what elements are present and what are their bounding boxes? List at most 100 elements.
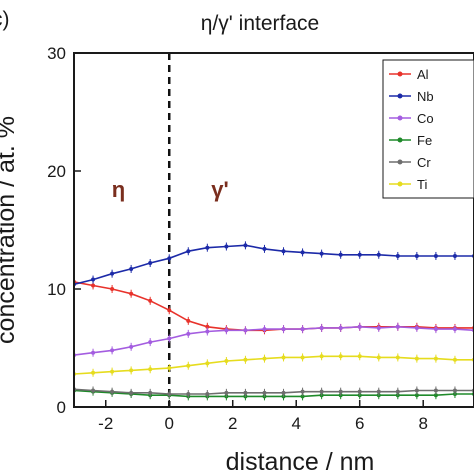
legend-marker bbox=[397, 93, 403, 99]
x-tick-label: 6 bbox=[355, 414, 364, 433]
data-point bbox=[129, 266, 134, 271]
data-point bbox=[167, 392, 172, 397]
legend-label: Cr bbox=[417, 155, 431, 170]
data-point bbox=[167, 308, 172, 313]
data-point bbox=[414, 325, 419, 330]
legend-marker bbox=[397, 181, 403, 187]
data-point bbox=[338, 252, 343, 257]
data-point bbox=[186, 331, 191, 336]
legend-box bbox=[382, 59, 474, 199]
data-point bbox=[338, 325, 343, 330]
series-al bbox=[74, 277, 474, 335]
region-label: γ' bbox=[211, 177, 228, 202]
data-point bbox=[395, 389, 400, 394]
series-cr bbox=[74, 385, 474, 399]
legend-marker bbox=[397, 137, 403, 143]
legend-label: Co bbox=[417, 111, 434, 126]
data-point bbox=[262, 390, 267, 395]
data-point bbox=[319, 389, 324, 394]
legend-label: Al bbox=[417, 67, 429, 82]
series-line bbox=[74, 355, 474, 375]
x-tick-label: 8 bbox=[418, 414, 427, 433]
data-point bbox=[91, 283, 96, 288]
data-point bbox=[300, 355, 305, 360]
data-point bbox=[357, 324, 362, 329]
data-point bbox=[452, 357, 457, 362]
x-tick-label: -2 bbox=[98, 414, 113, 433]
data-point bbox=[281, 390, 286, 395]
data-point bbox=[91, 370, 96, 375]
data-point bbox=[319, 354, 324, 359]
data-point bbox=[300, 327, 305, 332]
data-point bbox=[262, 356, 267, 361]
data-point bbox=[129, 390, 134, 395]
data-point bbox=[452, 327, 457, 332]
data-point bbox=[243, 328, 248, 333]
data-point bbox=[243, 390, 248, 395]
data-point bbox=[91, 388, 96, 393]
data-point bbox=[243, 243, 248, 248]
data-point bbox=[395, 324, 400, 329]
data-point bbox=[452, 388, 457, 393]
legend-marker bbox=[397, 115, 403, 121]
y-tick-label: 30 bbox=[47, 44, 66, 63]
data-point bbox=[376, 355, 381, 360]
data-point bbox=[110, 271, 115, 276]
data-point bbox=[300, 250, 305, 255]
panel-label: c) bbox=[0, 8, 10, 31]
data-point bbox=[110, 369, 115, 374]
data-point bbox=[376, 325, 381, 330]
data-point bbox=[433, 253, 438, 258]
series-ti bbox=[74, 352, 474, 378]
data-point bbox=[186, 249, 191, 254]
data-point bbox=[186, 392, 191, 397]
legend-marker bbox=[397, 159, 403, 165]
data-point bbox=[224, 244, 229, 249]
data-point bbox=[376, 389, 381, 394]
data-point bbox=[262, 327, 267, 332]
data-point bbox=[224, 328, 229, 333]
data-point bbox=[376, 252, 381, 257]
data-point bbox=[110, 287, 115, 291]
data-point bbox=[319, 251, 324, 256]
data-point bbox=[186, 318, 191, 323]
data-point bbox=[91, 350, 96, 355]
x-tick-label: 2 bbox=[228, 414, 237, 433]
series-line bbox=[74, 389, 474, 398]
data-point bbox=[338, 389, 343, 394]
data-point bbox=[338, 354, 343, 359]
data-point bbox=[167, 256, 172, 261]
y-tick-label: 20 bbox=[47, 162, 66, 181]
chart-title: η/γ' interface bbox=[201, 12, 319, 35]
data-point bbox=[414, 393, 419, 398]
legend-label: Ti bbox=[417, 177, 427, 192]
series-co bbox=[74, 322, 474, 360]
data-point bbox=[433, 388, 438, 393]
data-point bbox=[243, 357, 248, 362]
series-nb bbox=[74, 241, 474, 289]
data-point bbox=[148, 367, 153, 372]
data-point bbox=[433, 356, 438, 361]
y-tick-label: 0 bbox=[57, 398, 66, 417]
series-line bbox=[74, 244, 474, 286]
legend-label: Fe bbox=[417, 133, 432, 148]
data-point bbox=[224, 390, 229, 395]
legend-label: Nb bbox=[417, 89, 434, 104]
data-point bbox=[186, 363, 191, 368]
data-point bbox=[110, 389, 115, 394]
data-point bbox=[433, 393, 438, 398]
data-point bbox=[414, 356, 419, 361]
y-tick-label: 10 bbox=[47, 280, 66, 299]
data-point bbox=[148, 340, 153, 345]
x-tick-label: 4 bbox=[291, 414, 300, 433]
x-axis-title: distance / nm bbox=[226, 448, 375, 474]
data-point bbox=[281, 355, 286, 360]
data-point bbox=[395, 253, 400, 258]
x-tick-label: 0 bbox=[165, 414, 174, 433]
data-point bbox=[414, 253, 419, 258]
plot-frame bbox=[73, 52, 474, 408]
data-point bbox=[433, 327, 438, 332]
data-point bbox=[205, 329, 210, 334]
data-point bbox=[357, 354, 362, 359]
